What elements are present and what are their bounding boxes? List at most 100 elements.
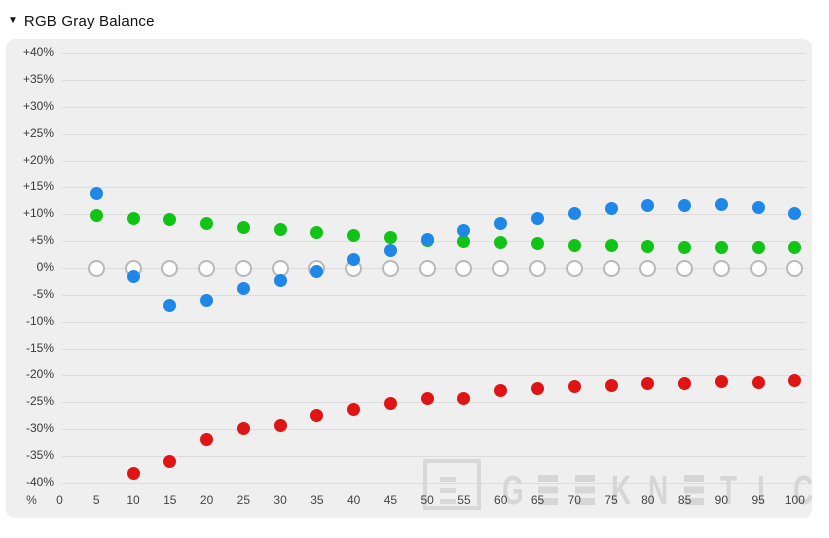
y-tick-label: +20% — [22, 152, 54, 167]
x-tick-label: 25 — [236, 493, 251, 507]
data-point-green — [567, 238, 581, 252]
data-point-green — [383, 231, 397, 245]
x-tick-label: 30 — [273, 493, 287, 507]
data-point-blue — [494, 217, 508, 231]
data-point-red — [641, 377, 655, 391]
chart-section-header[interactable]: ▼ RGB Gray Balance — [8, 11, 155, 31]
data-point-blue — [236, 282, 250, 296]
data-point-green — [641, 240, 655, 254]
x-tick-label: 20 — [199, 493, 214, 507]
x-tick-label: 80 — [641, 493, 655, 507]
gridline — [62, 160, 806, 162]
x-tick-label: 10 — [126, 493, 140, 507]
y-tick-label: +30% — [22, 98, 54, 113]
y-tick-label: -5% — [32, 286, 54, 301]
x-tick-label: 75 — [604, 493, 618, 507]
data-point-blue — [457, 223, 471, 237]
data-point-red — [457, 391, 471, 405]
zero-reference-marker — [455, 259, 473, 277]
x-tick-label: 60 — [494, 493, 508, 507]
data-point-green — [200, 217, 214, 231]
x-tick-label: 5 — [92, 493, 100, 507]
zero-reference-marker — [565, 259, 583, 277]
x-tick-label: 45 — [383, 493, 398, 507]
watermark-letter: N — [647, 467, 668, 513]
data-point-red — [788, 373, 802, 387]
x-tick-label: 95 — [751, 493, 765, 507]
data-point-red — [420, 391, 434, 405]
zero-reference-marker — [198, 259, 216, 277]
gridline — [62, 80, 806, 82]
data-point-green — [236, 221, 250, 235]
x-tick-label: 65 — [530, 493, 545, 507]
collapse-arrow-icon: ▼ — [8, 15, 18, 26]
watermark-letter: T — [720, 467, 738, 513]
data-point-red — [236, 421, 250, 435]
watermark-letter: I — [756, 467, 765, 513]
x-tick-label: 70 — [567, 493, 581, 507]
y-tick-label: -15% — [25, 340, 54, 355]
gridline — [62, 53, 806, 55]
data-point-red — [567, 380, 581, 394]
gridline — [62, 241, 806, 243]
zero-reference-marker — [712, 259, 730, 277]
x-tick-label: 85 — [677, 493, 692, 507]
watermark-letter — [574, 475, 595, 505]
data-point-blue — [678, 198, 692, 212]
gridline — [62, 375, 806, 377]
data-point-red — [604, 378, 618, 392]
y-tick-label: +35% — [22, 72, 54, 87]
zero-reference-marker — [676, 259, 694, 277]
y-tick-label: +25% — [22, 125, 54, 140]
data-point-green — [714, 241, 728, 255]
geeknetic-logo-icon — [423, 459, 481, 510]
x-axis-unit-label: % — [26, 493, 37, 507]
data-point-red — [714, 375, 728, 389]
data-point-green — [126, 211, 140, 225]
data-point-green — [163, 212, 177, 226]
gridline — [62, 214, 806, 216]
x-tick-label: 15 — [163, 493, 177, 507]
data-point-blue — [200, 294, 214, 308]
data-point-green — [678, 240, 692, 254]
watermark-letter: K — [611, 467, 632, 513]
data-point-red — [751, 375, 765, 389]
data-point-blue — [641, 199, 655, 213]
gridline — [62, 482, 806, 484]
geeknetic-logo-bars — [440, 477, 456, 504]
y-tick-label: +40% — [22, 45, 54, 60]
gridline — [62, 133, 806, 135]
data-point-green — [310, 226, 324, 240]
y-tick-label: 0% — [36, 260, 54, 274]
data-point-blue — [604, 201, 618, 215]
y-tick-label: -20% — [25, 367, 54, 382]
y-tick-label: -25% — [25, 394, 54, 409]
x-tick-label: 90 — [714, 493, 729, 507]
data-point-red — [531, 381, 544, 395]
data-point-green — [457, 235, 471, 249]
zero-reference-marker — [87, 259, 105, 277]
watermark-letter: C — [793, 467, 812, 513]
watermark-letter — [538, 475, 559, 505]
gridline — [62, 455, 806, 457]
x-tick-label: 50 — [420, 493, 434, 507]
data-point-blue — [714, 198, 728, 212]
y-tick-label: -10% — [25, 313, 54, 328]
zero-reference-marker — [602, 259, 620, 277]
x-tick-label: 40 — [346, 493, 361, 507]
gridline — [62, 402, 806, 404]
gridline — [62, 348, 806, 350]
data-point-blue — [163, 298, 177, 312]
y-tick-label: -40% — [25, 474, 54, 489]
data-point-blue — [347, 253, 361, 267]
data-point-green — [531, 237, 544, 251]
y-tick-label: +10% — [22, 206, 54, 221]
zero-reference-marker — [639, 259, 657, 277]
data-point-red — [347, 402, 361, 416]
data-point-red — [678, 376, 692, 390]
data-point-red — [273, 418, 287, 432]
data-point-red — [200, 432, 214, 446]
zero-reference-marker — [381, 259, 399, 277]
gridline — [62, 294, 806, 296]
data-point-red — [494, 384, 508, 398]
